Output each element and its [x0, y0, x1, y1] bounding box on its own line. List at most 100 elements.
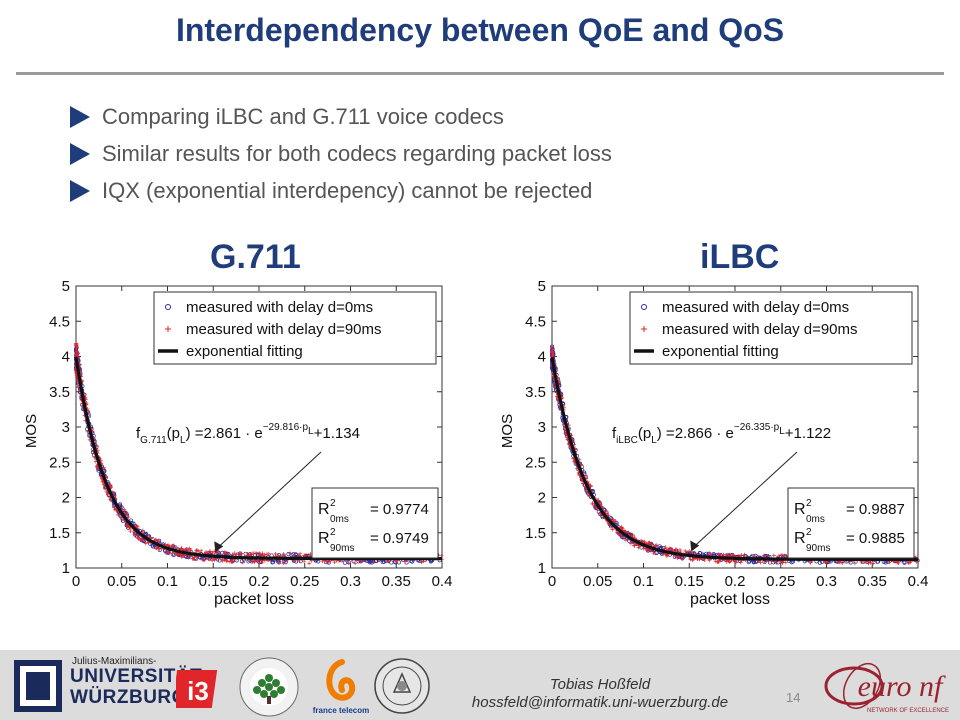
point-90ms: [646, 540, 651, 545]
point-0ms: [217, 558, 222, 563]
r2-0ms-r: R: [794, 501, 806, 518]
y-tick-label: 1.5: [49, 525, 70, 542]
point-90ms: [128, 529, 133, 534]
point-90ms: [298, 551, 303, 556]
point-90ms: [662, 546, 667, 551]
legend-label-fit: exponential fitting: [186, 343, 303, 360]
point-90ms: [626, 530, 631, 535]
r-squared-frame: [311, 487, 439, 559]
point-90ms: [690, 558, 695, 563]
seal-logo-icon: [374, 658, 430, 714]
fit-formula-part: L: [180, 435, 186, 446]
r2-90ms-r: R: [794, 530, 806, 547]
point-90ms: [346, 560, 351, 565]
y-tick-label: 4.5: [525, 313, 546, 330]
r2-90ms-sub: 90ms: [330, 543, 354, 554]
point-90ms: [550, 350, 555, 355]
footer-bar: [0, 650, 960, 720]
annotation-arrow-head: [214, 541, 224, 553]
point-90ms: [550, 344, 555, 349]
point-90ms: [632, 535, 637, 540]
point-90ms: [118, 515, 123, 520]
point-90ms: [232, 551, 237, 556]
point-90ms: [598, 502, 603, 507]
point-90ms: [113, 507, 118, 512]
point-90ms: [190, 556, 195, 561]
i3-logo-icon: i3: [176, 670, 218, 708]
point-90ms: [222, 558, 227, 562]
chart-title-ilbc: iLBC: [700, 238, 780, 276]
legend-label-fit: exponential fitting: [662, 343, 779, 360]
point-90ms: [866, 561, 871, 566]
x-tick-label: 0.05: [107, 573, 136, 590]
point-90ms: [716, 552, 721, 557]
point-90ms: [210, 558, 215, 563]
point-90ms: [871, 561, 876, 566]
r2-0ms-value: = 0.9774: [370, 501, 429, 518]
point-0ms: [367, 560, 372, 565]
point-90ms: [326, 559, 331, 564]
point-90ms: [654, 543, 659, 547]
fit-formula-part: L: [308, 426, 314, 437]
i3-logo-text: i3: [187, 676, 209, 706]
point-90ms: [774, 560, 779, 565]
y-tick-label: 5: [538, 278, 546, 295]
point-90ms: [220, 558, 225, 563]
point-90ms: [688, 557, 693, 562]
point-90ms: [611, 517, 616, 522]
point-90ms: [906, 561, 911, 566]
point-90ms: [134, 523, 139, 528]
point-90ms: [156, 546, 161, 551]
x-tick-label: 0.4: [432, 573, 453, 590]
university-line1: UNIVERSITÄT: [70, 666, 203, 687]
point-0ms: [614, 521, 619, 526]
r2-90ms-sub: 90ms: [806, 543, 830, 554]
x-tick-label: 0.1: [157, 573, 178, 590]
university-name: UNIVERSITÄT WÜRZBURG: [70, 666, 202, 708]
chart-title-g711: G.711: [210, 238, 301, 276]
point-90ms: [574, 466, 579, 471]
y-tick-label: 4: [538, 349, 546, 366]
x-tick-label: 0.4: [908, 573, 929, 590]
x-axis-label: packet loss: [690, 591, 770, 608]
y-tick-label: 2: [62, 490, 70, 507]
x-tick-label: 0.3: [340, 573, 361, 590]
fit-formula-text: fiLBC(pL) =2.866 · e−26.335·pL+1.122: [612, 422, 831, 446]
france-telecom-logo-icon: france telecom: [313, 659, 369, 715]
author-email[interactable]: hossfeld@informatik.uni-wuerzburg.de: [471, 694, 729, 711]
point-90ms: [631, 543, 636, 548]
point-90ms: [636, 545, 641, 550]
point-90ms: [840, 560, 845, 565]
point-90ms: [171, 543, 176, 548]
y-tick-label: 4: [62, 349, 70, 366]
point-90ms: [101, 465, 106, 470]
bullet-item: IQX (exponential interdepency) cannot be…: [70, 174, 612, 211]
legend-box: [153, 291, 437, 365]
legend-marker-0ms: [165, 304, 171, 310]
point-90ms: [359, 559, 364, 564]
legend-marker-0ms: [641, 304, 647, 310]
point-90ms: [620, 526, 625, 531]
r2-90ms-value: = 0.9749: [370, 530, 429, 547]
y-tick-label: 1: [538, 560, 546, 577]
r-squared-frame: [787, 487, 915, 559]
x-tick-label: 0.2: [725, 573, 746, 590]
point-90ms: [170, 544, 175, 548]
r2-0ms-sup: 2: [806, 498, 812, 509]
point-90ms: [186, 555, 191, 560]
legend: measured with delay d=0ms measured with d…: [629, 291, 913, 365]
fit-formula-part: f: [612, 425, 617, 442]
point-90ms: [758, 560, 763, 565]
point-90ms: [777, 553, 781, 558]
university-seal-icon: [14, 660, 62, 712]
point-90ms: [734, 560, 738, 565]
point-90ms: [372, 559, 376, 564]
point-0ms: [404, 560, 409, 565]
fit-formula-part: L: [651, 435, 657, 446]
r2-0ms-sub: 0ms: [330, 514, 349, 525]
point-90ms: [683, 549, 688, 553]
fit-formula-part: −26.335·p: [734, 422, 780, 433]
point-90ms: [604, 509, 608, 514]
point-90ms: [138, 537, 143, 542]
